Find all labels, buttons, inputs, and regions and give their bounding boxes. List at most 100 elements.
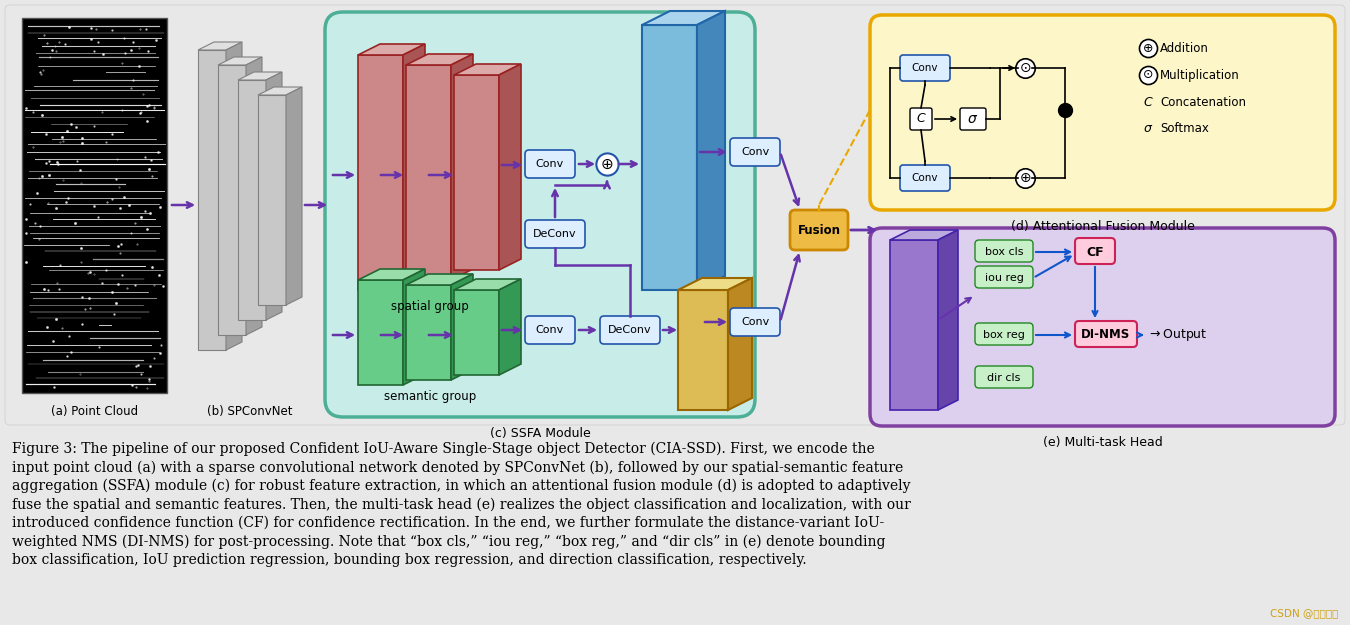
FancyBboxPatch shape: [869, 15, 1335, 210]
Polygon shape: [217, 65, 246, 335]
Text: $\oplus$: $\oplus$: [1019, 171, 1031, 185]
Polygon shape: [406, 54, 472, 65]
Polygon shape: [643, 25, 697, 290]
Polygon shape: [451, 274, 472, 380]
FancyBboxPatch shape: [975, 266, 1033, 288]
FancyBboxPatch shape: [325, 12, 755, 417]
Text: (e) Multi-task Head: (e) Multi-task Head: [1042, 436, 1162, 449]
Text: Softmax: Softmax: [1160, 122, 1208, 136]
Text: (c) SSFA Module: (c) SSFA Module: [490, 427, 590, 440]
Polygon shape: [643, 11, 725, 25]
Polygon shape: [728, 278, 752, 410]
FancyBboxPatch shape: [730, 138, 780, 166]
Text: spatial group: spatial group: [392, 300, 468, 313]
FancyBboxPatch shape: [730, 308, 780, 336]
Text: (d) Attentional Fusion Module: (d) Attentional Fusion Module: [1011, 220, 1195, 233]
Text: iou reg: iou reg: [984, 273, 1023, 283]
Polygon shape: [286, 87, 302, 305]
Polygon shape: [406, 274, 472, 285]
Text: $\sigma$: $\sigma$: [968, 112, 979, 126]
FancyBboxPatch shape: [869, 228, 1335, 426]
Text: box classification, IoU prediction regression, bounding box regression, and dire: box classification, IoU prediction regre…: [12, 553, 806, 567]
Text: DI-NMS: DI-NMS: [1081, 329, 1130, 341]
Text: Conv: Conv: [911, 173, 938, 183]
Text: (b) SPConvNet: (b) SPConvNet: [208, 405, 293, 418]
Text: $\odot$: $\odot$: [1019, 61, 1031, 75]
FancyBboxPatch shape: [525, 316, 575, 344]
Text: (a) Point Cloud: (a) Point Cloud: [51, 405, 138, 418]
Text: Figure 3: The pipeline of our proposed Confident IoU-Aware Single-Stage object D: Figure 3: The pipeline of our proposed C…: [12, 442, 875, 456]
Text: $\oplus$: $\oplus$: [1142, 41, 1154, 54]
Text: $\mathit{C}$: $\mathit{C}$: [915, 112, 926, 126]
FancyBboxPatch shape: [525, 150, 575, 178]
Polygon shape: [454, 290, 500, 375]
FancyBboxPatch shape: [960, 108, 985, 130]
Polygon shape: [217, 57, 262, 65]
Text: $\sigma$: $\sigma$: [1143, 122, 1153, 136]
Text: semantic group: semantic group: [383, 390, 477, 403]
Polygon shape: [406, 285, 451, 380]
Polygon shape: [258, 95, 286, 305]
Polygon shape: [890, 240, 938, 410]
Text: Multiplication: Multiplication: [1160, 69, 1239, 81]
FancyBboxPatch shape: [1075, 238, 1115, 264]
Text: DeConv: DeConv: [533, 229, 576, 239]
Text: Concatenation: Concatenation: [1160, 96, 1246, 109]
FancyBboxPatch shape: [5, 5, 1345, 425]
Polygon shape: [890, 230, 958, 240]
Text: Conv: Conv: [741, 317, 770, 327]
Polygon shape: [358, 55, 404, 290]
Polygon shape: [500, 64, 521, 270]
FancyBboxPatch shape: [1075, 321, 1137, 347]
Polygon shape: [406, 65, 451, 280]
Polygon shape: [404, 269, 425, 385]
Text: weighted NMS (DI-NMS) for post-processing. Note that “box cls,” “iou reg,” “box : weighted NMS (DI-NMS) for post-processin…: [12, 534, 886, 549]
Polygon shape: [678, 278, 752, 290]
Text: input point cloud (a) with a sparse convolutional network denoted by SPConvNet (: input point cloud (a) with a sparse conv…: [12, 461, 903, 475]
FancyBboxPatch shape: [910, 108, 932, 130]
FancyBboxPatch shape: [900, 165, 950, 191]
Text: box reg: box reg: [983, 330, 1025, 340]
Text: DeConv: DeConv: [609, 325, 652, 335]
Text: CF: CF: [1087, 246, 1104, 259]
Polygon shape: [697, 11, 725, 290]
Polygon shape: [198, 50, 225, 350]
Polygon shape: [198, 42, 242, 50]
Text: Conv: Conv: [536, 325, 564, 335]
Text: fuse the spatial and semantic features. Then, the multi-task head (e) realizes t: fuse the spatial and semantic features. …: [12, 498, 911, 512]
Text: dir cls: dir cls: [987, 373, 1021, 383]
Text: $\oplus$: $\oplus$: [601, 156, 614, 171]
Polygon shape: [938, 230, 958, 410]
Polygon shape: [225, 42, 242, 350]
Text: $\mathit{C}$: $\mathit{C}$: [1142, 96, 1153, 109]
Text: CSDN @视觉先锋: CSDN @视觉先锋: [1269, 608, 1338, 618]
Polygon shape: [258, 87, 302, 95]
Polygon shape: [358, 44, 425, 55]
Text: Conv: Conv: [911, 63, 938, 73]
Polygon shape: [266, 72, 282, 320]
Text: $\rightarrow$Output: $\rightarrow$Output: [1148, 327, 1207, 343]
Text: Fusion: Fusion: [798, 224, 841, 236]
FancyBboxPatch shape: [900, 55, 950, 81]
Text: Conv: Conv: [741, 147, 770, 157]
FancyBboxPatch shape: [975, 366, 1033, 388]
Polygon shape: [678, 290, 728, 410]
Text: Addition: Addition: [1160, 41, 1208, 54]
Polygon shape: [404, 44, 425, 290]
Polygon shape: [358, 280, 404, 385]
Polygon shape: [358, 269, 425, 280]
FancyBboxPatch shape: [599, 316, 660, 344]
FancyBboxPatch shape: [790, 210, 848, 250]
Bar: [22, 18, 167, 393]
Polygon shape: [454, 279, 521, 290]
Polygon shape: [454, 64, 521, 75]
Text: $\odot$: $\odot$: [1142, 69, 1154, 81]
Text: aggregation (SSFA) module (c) for robust feature extraction, in which an attenti: aggregation (SSFA) module (c) for robust…: [12, 479, 910, 493]
Text: Conv: Conv: [536, 159, 564, 169]
Polygon shape: [451, 54, 472, 280]
Polygon shape: [238, 72, 282, 80]
FancyBboxPatch shape: [525, 220, 585, 248]
Polygon shape: [500, 279, 521, 375]
Polygon shape: [454, 75, 500, 270]
Text: box cls: box cls: [984, 247, 1023, 257]
